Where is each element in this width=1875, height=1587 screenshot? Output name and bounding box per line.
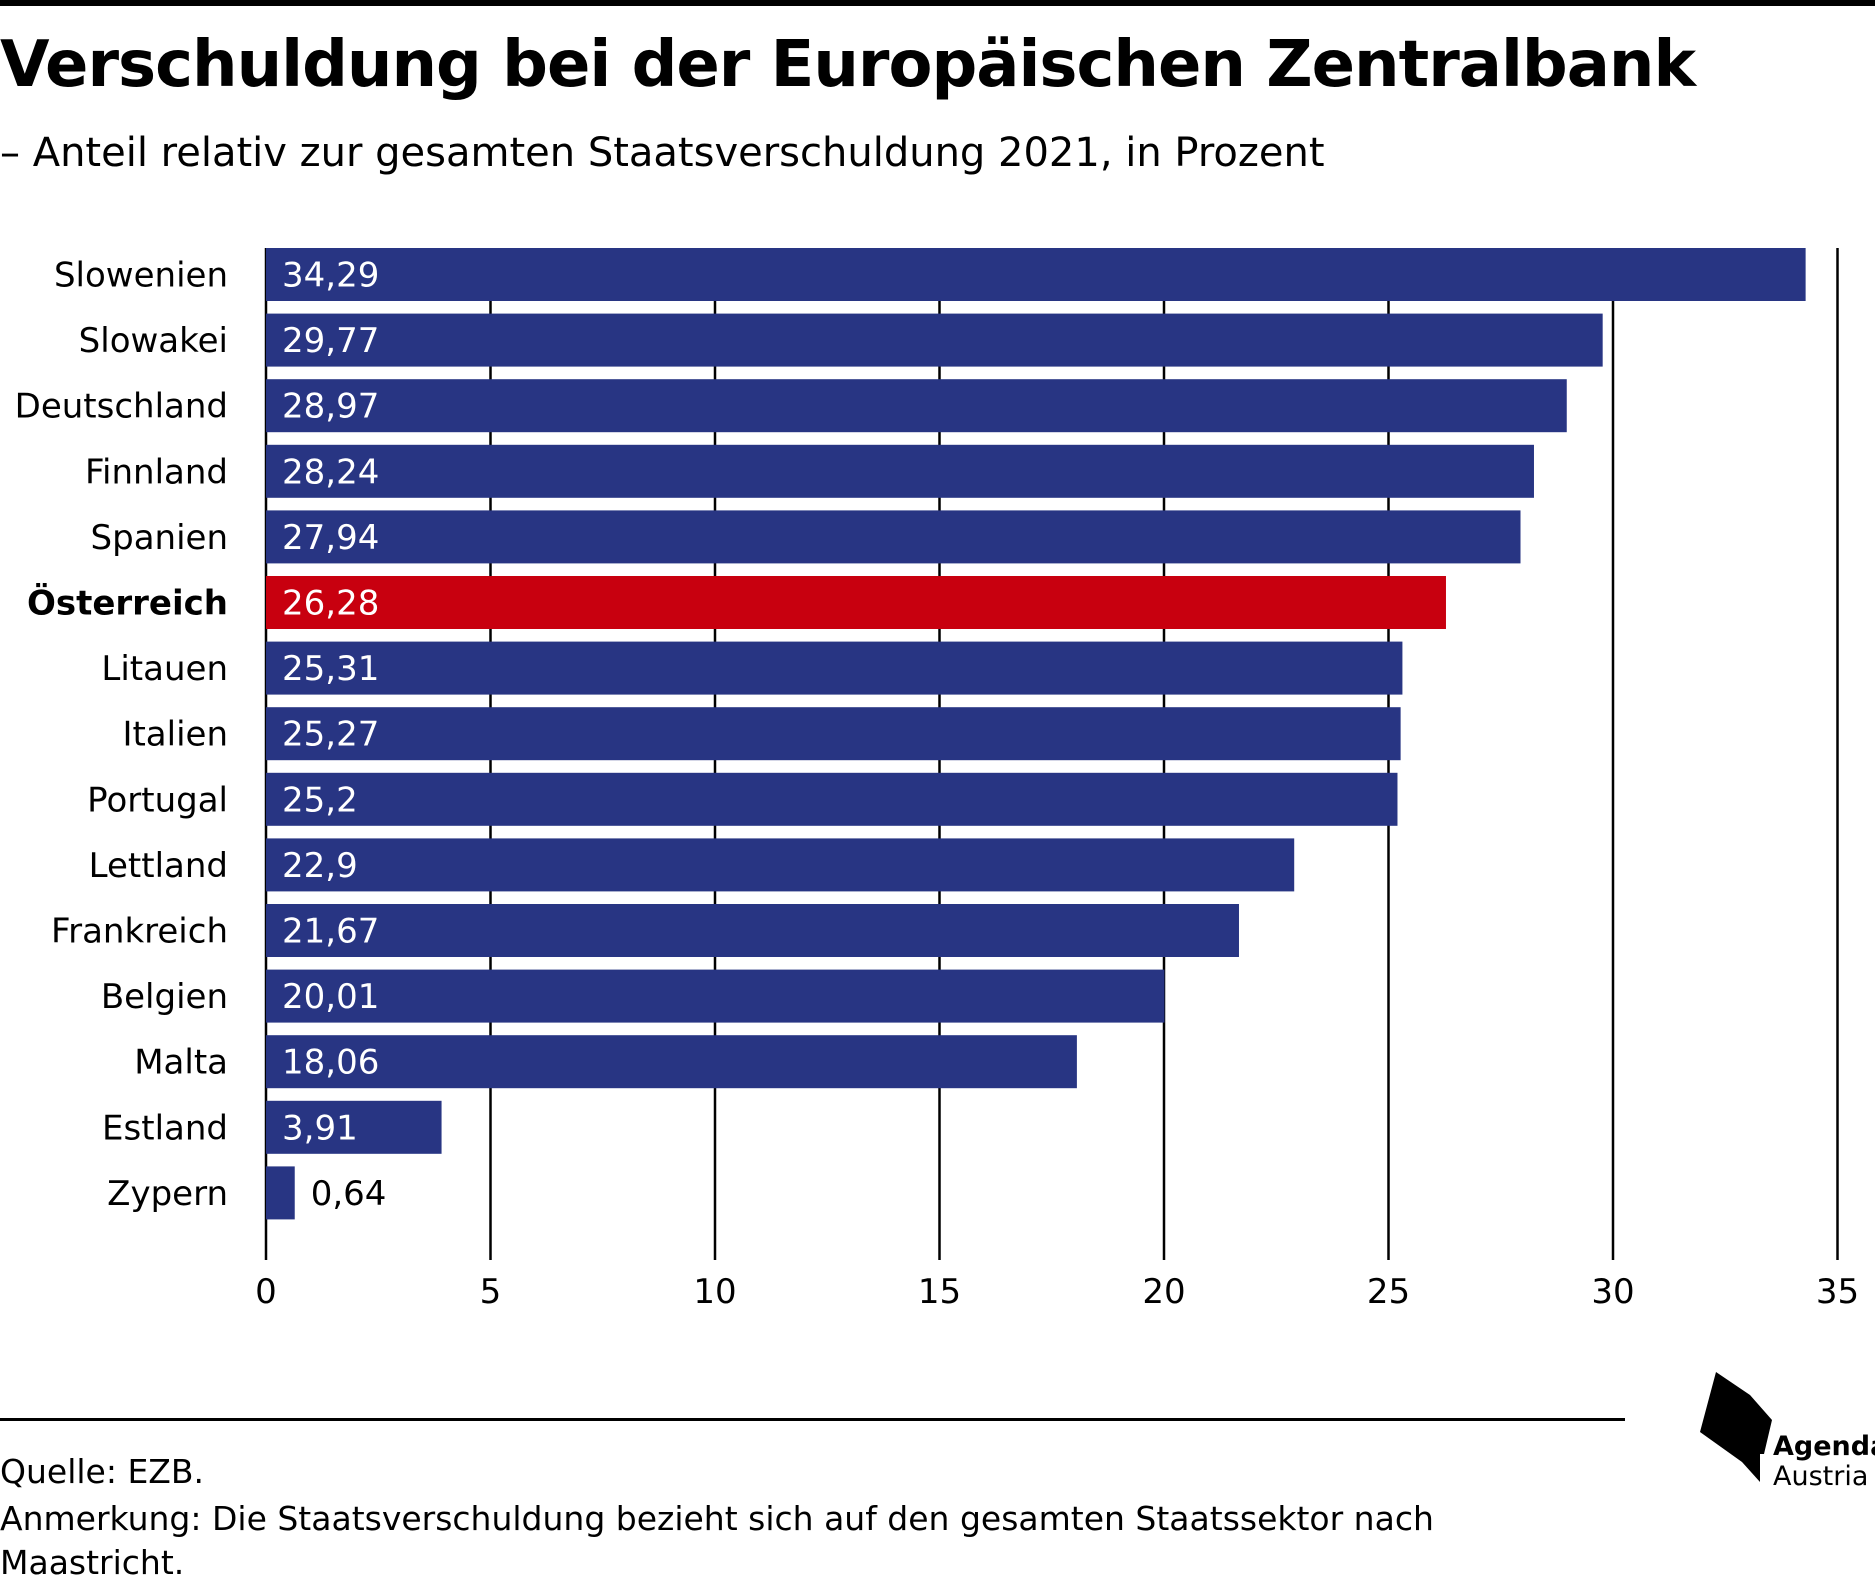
data-label: 25,27	[282, 715, 379, 755]
category-label: Belgien	[101, 977, 228, 1017]
bar	[266, 772, 1398, 826]
agenda-austria-logo-icon	[1700, 1372, 1772, 1482]
category-label: Österreich	[27, 583, 228, 624]
category-label: Deutschland	[15, 387, 228, 427]
source-note: Quelle: EZB.	[0, 1452, 205, 1491]
bar	[266, 248, 1806, 301]
bar	[266, 904, 1239, 957]
x-tick-label: 5	[480, 1272, 502, 1312]
logo-line-2: Austria	[1773, 1461, 1869, 1492]
data-label: 25,31	[282, 649, 379, 689]
chart-title: Verschuldung bei der Europäischen Zentra…	[0, 28, 1696, 102]
category-label: Slowenien	[54, 256, 228, 296]
data-label: 20,01	[282, 977, 379, 1017]
data-label: 0,64	[311, 1174, 387, 1214]
logo-text: Agenda Austria	[1773, 1432, 1875, 1492]
data-label: 26,28	[282, 584, 379, 624]
label-layer: Slowenien 34,29 Slowakei 29,77 Deutschland 28…	[15, 256, 387, 1214]
bar	[266, 969, 1165, 1023]
data-label: 25,2	[282, 780, 358, 820]
bar	[266, 1035, 1077, 1089]
category-label: Finnland	[85, 452, 228, 492]
tick-layer: 0 5 10 15 20 25 30 35	[255, 1272, 1859, 1312]
bar	[266, 838, 1295, 892]
bar	[266, 313, 1603, 367]
x-tick-label: 20	[1142, 1272, 1185, 1312]
x-tick-label: 10	[693, 1272, 736, 1312]
x-tick-label: 30	[1591, 1272, 1634, 1312]
annotation-note: Anmerkung: Die Staatsverschuldung bezieh…	[0, 1499, 1434, 1582]
data-label: 28,97	[282, 387, 379, 427]
footer-rule	[0, 1418, 1625, 1421]
data-label: 3,91	[282, 1108, 358, 1148]
category-label: Frankreich	[51, 912, 228, 952]
category-label: Litauen	[101, 649, 228, 689]
data-label: 27,94	[282, 518, 379, 558]
bar	[266, 641, 1403, 695]
category-label: Lettland	[89, 846, 228, 886]
category-label: Malta	[134, 1043, 228, 1083]
bar	[266, 379, 1567, 433]
data-label: 34,29	[282, 256, 379, 296]
bar	[266, 510, 1521, 564]
bar	[266, 1100, 442, 1154]
x-tick-label: 0	[255, 1272, 277, 1312]
bar-layer	[266, 248, 1806, 1220]
data-label: 18,06	[282, 1043, 379, 1083]
bar	[266, 1166, 295, 1220]
category-label: Slowakei	[79, 321, 228, 361]
category-label: Italien	[122, 715, 228, 755]
category-label: Estland	[102, 1108, 228, 1148]
data-label: 22,9	[282, 846, 358, 886]
top-rule	[0, 0, 1875, 6]
data-label: 29,77	[282, 321, 379, 361]
bar	[266, 444, 1534, 498]
chart-subtitle: – Anteil relativ zur gesamten Staatsvers…	[0, 130, 1325, 176]
category-label: Spanien	[91, 518, 228, 558]
x-tick-label: 15	[918, 1272, 961, 1312]
x-tick-label: 35	[1816, 1272, 1859, 1312]
category-label: Portugal	[87, 780, 228, 820]
bar-chart: Slowenien 34,29 Slowakei 29,77 Deutschland 28…	[15, 248, 1859, 1312]
x-tick-label: 25	[1367, 1272, 1410, 1312]
logo-line-1: Agenda	[1773, 1431, 1875, 1462]
data-label: 21,67	[282, 912, 379, 952]
bar	[266, 707, 1401, 761]
category-label: Zypern	[107, 1174, 228, 1214]
data-label: 28,24	[282, 452, 379, 492]
bar	[266, 576, 1446, 629]
